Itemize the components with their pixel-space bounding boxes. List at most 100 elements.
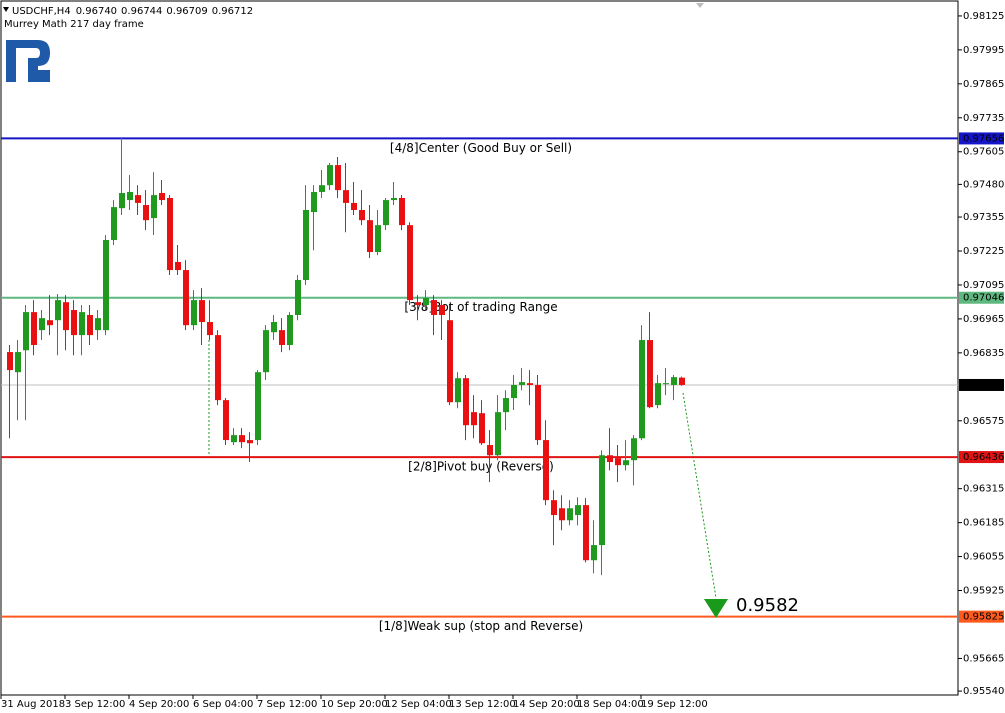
- candle-body: [519, 382, 525, 385]
- drawn-line: [682, 392, 717, 599]
- candle-body: [103, 240, 109, 331]
- y-tick-label: 0.98125: [963, 11, 1004, 22]
- candle-body: [351, 202, 357, 210]
- candle-body: [87, 314, 93, 336]
- level-value-label: 0.95825: [963, 612, 1004, 623]
- candle-body: [543, 440, 549, 501]
- candle-body: [375, 225, 381, 253]
- candle-body: [247, 440, 253, 444]
- x-tick-label: 19 Sep 12:00: [641, 699, 708, 710]
- y-tick-label: 0.97095: [963, 280, 1004, 291]
- level-value-label: 0.96436: [963, 452, 1004, 463]
- candle-body: [343, 190, 349, 203]
- candle-body: [199, 300, 205, 323]
- shift-marker: [696, 3, 704, 8]
- y-tick-label: 0.96055: [963, 552, 1004, 563]
- plot-frame: [0, 0, 959, 696]
- candle-body: [79, 312, 85, 336]
- candle-body: [431, 300, 437, 315]
- candle-body: [455, 378, 461, 403]
- candle-body: [391, 197, 397, 201]
- candle-body: [631, 438, 637, 461]
- candle-body: [215, 335, 221, 401]
- plot: 0.98125 0.97995 0.97865 0.97735 0.97605 0.974…: [0, 11, 1004, 710]
- logo: [6, 40, 50, 82]
- candle-body: [303, 209, 309, 280]
- subtitle: Murrey Math 217 day frame: [4, 19, 144, 30]
- candle-body: [263, 330, 269, 373]
- candle-body: [39, 318, 45, 331]
- candle-body: [471, 412, 477, 426]
- x-tick-label: 4 Sep 20:00: [129, 699, 189, 710]
- candle-body: [423, 298, 429, 306]
- level-value-label: 0.97656: [963, 133, 1004, 144]
- candle-body: [327, 165, 333, 186]
- candle-body: [663, 383, 669, 385]
- candle-body: [23, 312, 29, 351]
- candle-body: [439, 305, 445, 315]
- level-value-label: 0.97046: [963, 293, 1004, 304]
- x-tick-label: 18 Sep 04:00: [577, 699, 644, 710]
- current-price-label: 0.96712: [963, 380, 1004, 391]
- candle-body: [135, 195, 141, 203]
- candle-body: [511, 384, 517, 399]
- candle-body: [295, 279, 301, 315]
- candle-body: [463, 378, 469, 426]
- candle-body: [383, 200, 389, 226]
- candle-body: [71, 310, 77, 336]
- y-tick-label: 0.95540: [963, 686, 1004, 697]
- x-tick-label: 7 Sep 12:00: [257, 699, 317, 710]
- level-box: [959, 610, 1004, 623]
- candle-body: [159, 193, 165, 201]
- level-box: [959, 291, 1004, 304]
- candle-body: [607, 455, 613, 463]
- candle-body: [15, 352, 21, 373]
- y-tick-label: 0.97735: [963, 113, 1004, 124]
- candle-body: [63, 302, 69, 331]
- candle-body: [367, 220, 373, 253]
- candle-body: [175, 261, 181, 271]
- level-box: [959, 451, 1004, 464]
- x-tick-label: 14 Sep 20:00: [513, 699, 580, 710]
- candle-body: [119, 193, 125, 209]
- y-tick-label: 0.95925: [963, 586, 1004, 597]
- candle-body: [207, 322, 213, 336]
- candle-body: [255, 372, 261, 441]
- candle-body: [335, 165, 341, 191]
- y-tick-label: 0.97355: [963, 212, 1004, 223]
- candle-body: [191, 300, 197, 326]
- candle-body: [407, 225, 413, 301]
- candle-body: [647, 340, 653, 408]
- candle-body: [143, 205, 149, 221]
- candle-body: [151, 195, 157, 219]
- y-tick-label: 0.97605: [963, 147, 1004, 158]
- candle-body: [359, 209, 365, 221]
- candle-body: [487, 445, 493, 456]
- y-tick-label: 0.96575: [963, 416, 1004, 427]
- target-label: 0.9582: [736, 595, 799, 616]
- candle-body: [111, 207, 117, 241]
- candle-body: [399, 197, 405, 226]
- candle-body: [55, 300, 61, 321]
- candle-body: [495, 412, 501, 456]
- candle-body: [7, 352, 13, 371]
- level-label: [4/8]Center (Good Buy or Sell): [390, 141, 572, 155]
- candle-body: [231, 435, 237, 443]
- candle-body: [47, 320, 53, 326]
- quote-close: 0.96712: [212, 6, 253, 17]
- candle-body: [623, 460, 629, 466]
- candle-body: [679, 377, 685, 385]
- candle-body: [527, 383, 533, 385]
- candle-body: [559, 508, 565, 521]
- target-arrow: [704, 598, 728, 618]
- x-tick-label: 13 Sep 12:00: [449, 699, 516, 710]
- candle-body: [599, 455, 605, 546]
- y-tick-label: 0.97225: [963, 246, 1004, 257]
- candle-body: [223, 400, 229, 441]
- header: USDCHF,H4 0.96740 0.96744 0.96709 0.96712: [12, 6, 253, 17]
- candle-body: [567, 508, 573, 521]
- candle-body: [583, 505, 589, 561]
- quote-open: 0.96740: [76, 6, 117, 17]
